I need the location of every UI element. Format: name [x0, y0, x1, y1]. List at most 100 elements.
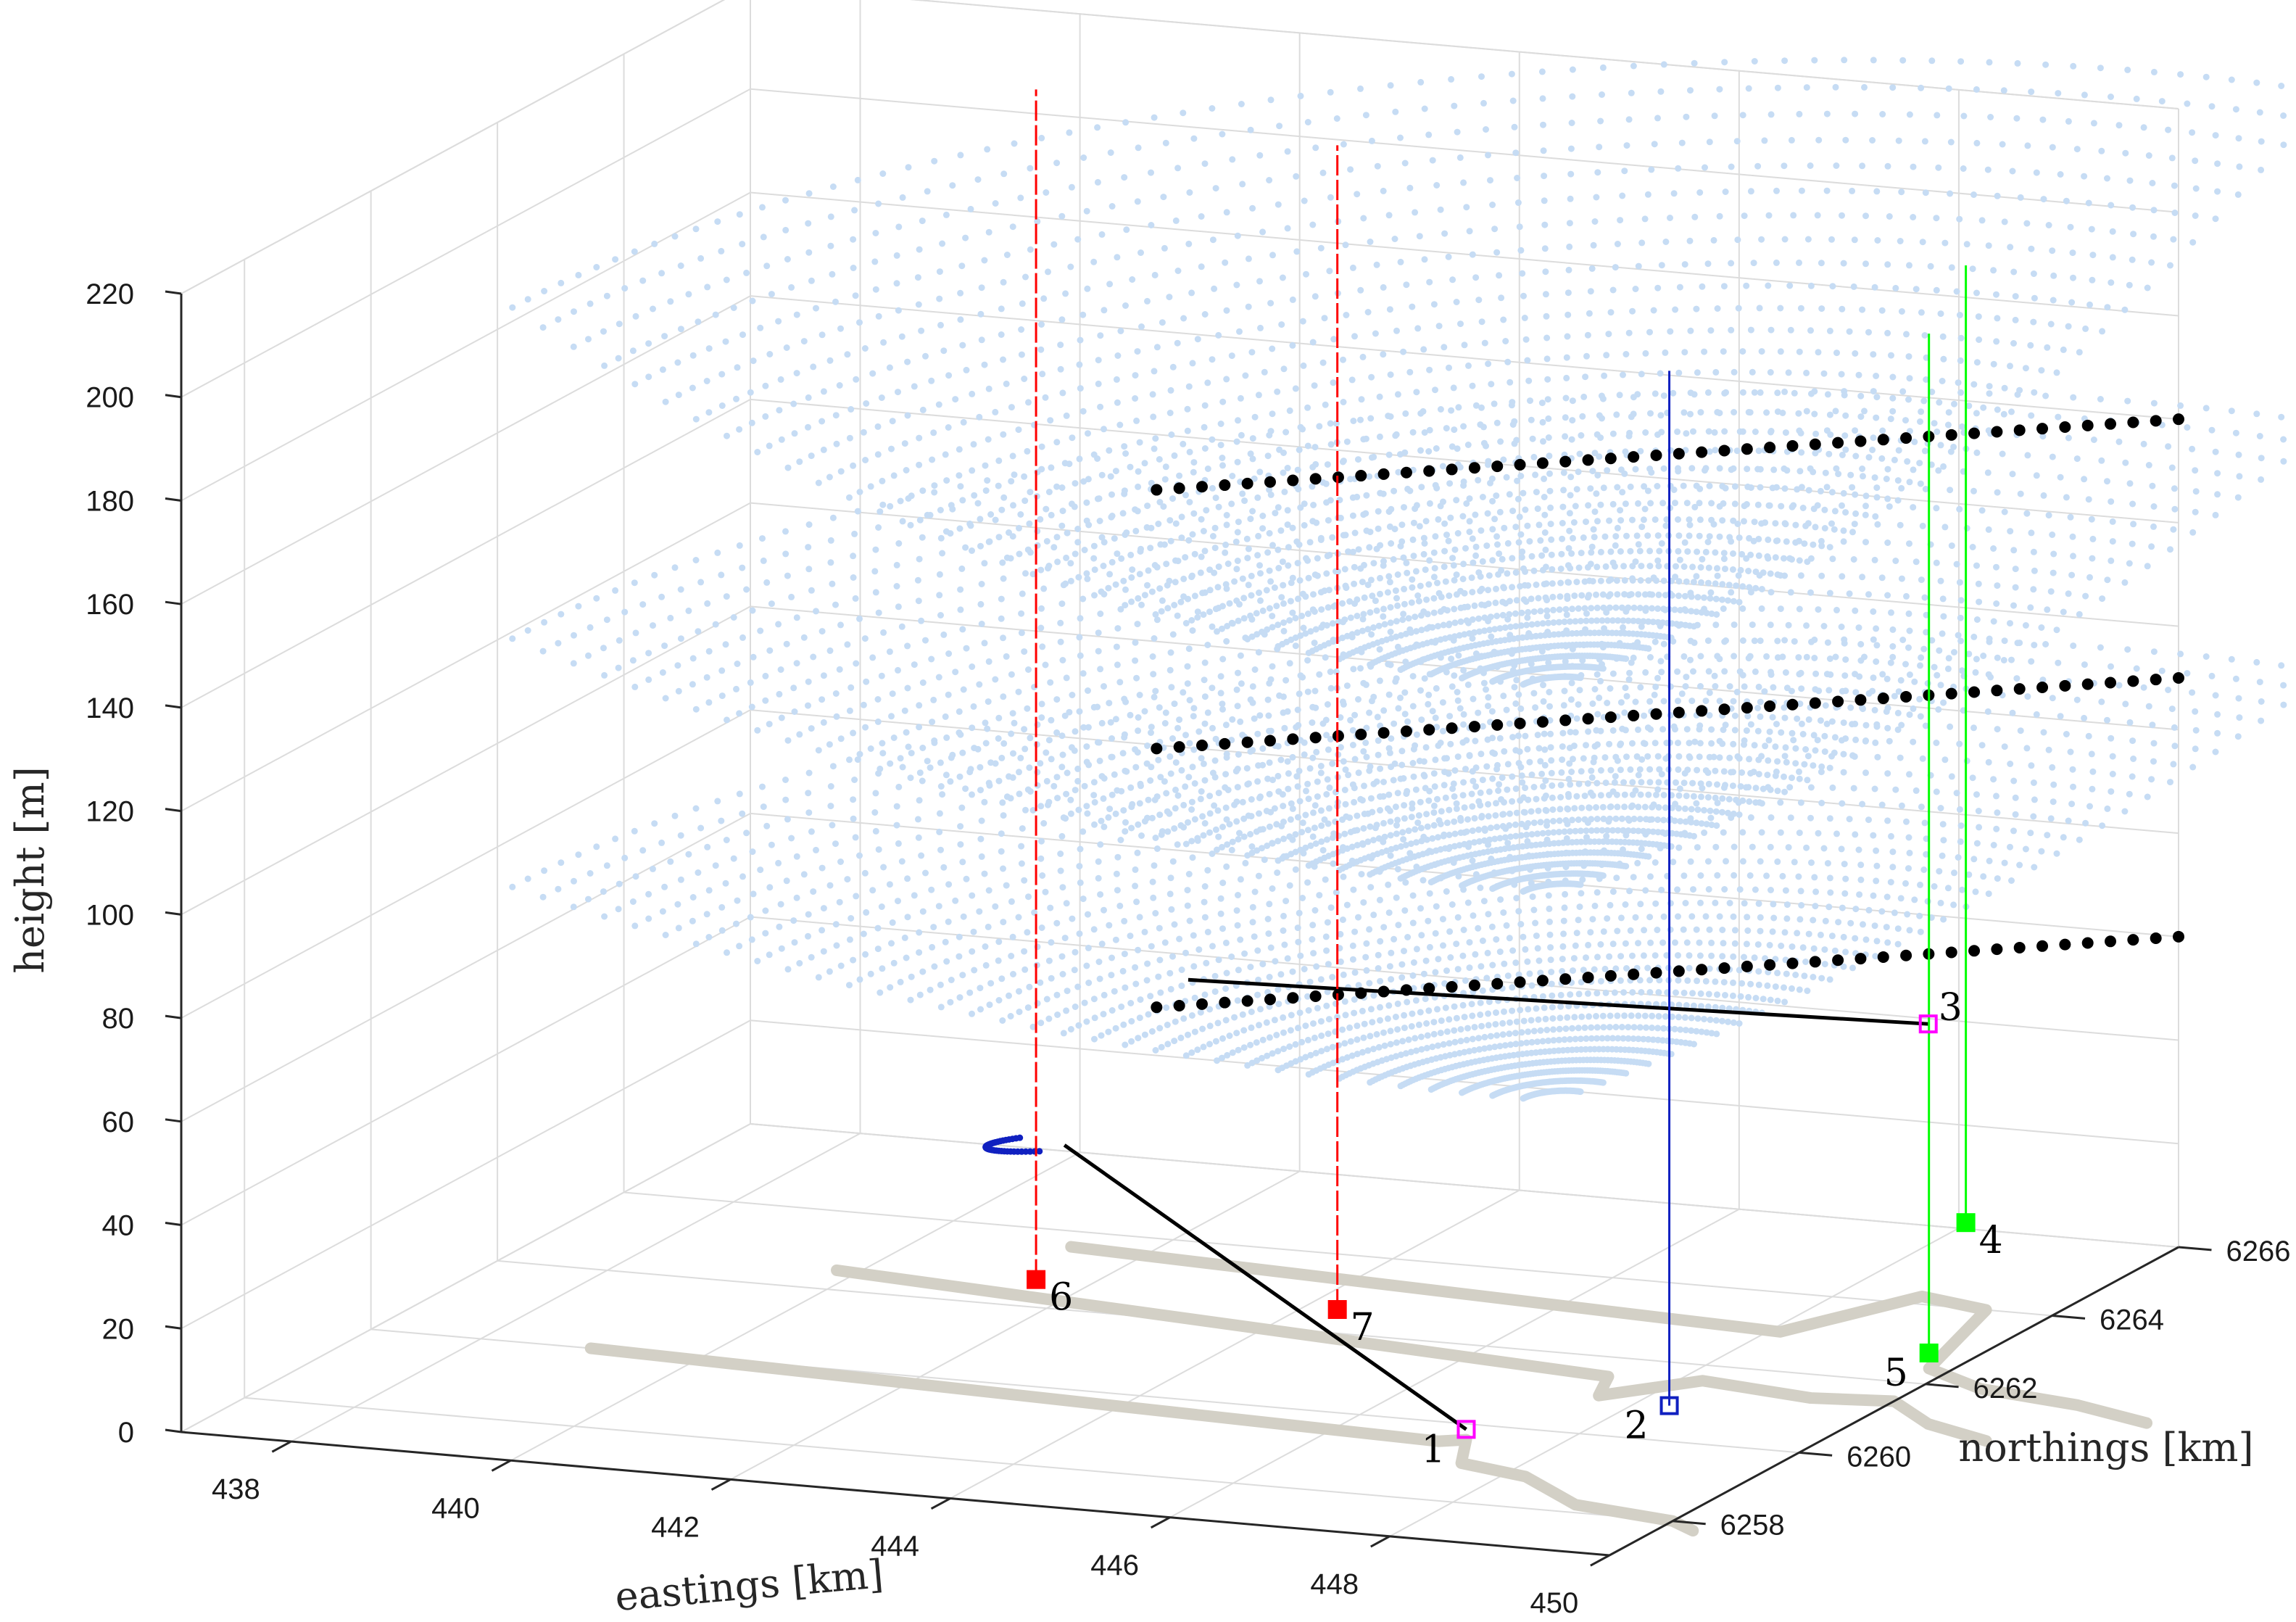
cone-point	[1006, 773, 1012, 780]
cone-point	[1429, 1043, 1436, 1051]
cone-point	[1528, 771, 1535, 778]
cone-point	[1701, 1016, 1707, 1022]
cone-point	[1137, 780, 1144, 787]
cone-point	[1638, 845, 1645, 853]
cone-point	[1386, 749, 1393, 756]
cone-point	[2158, 667, 2166, 674]
cone-point	[1215, 833, 1222, 840]
cone-point	[2115, 682, 2123, 689]
cone-point	[1623, 753, 1630, 761]
cone-point	[1422, 744, 1430, 751]
cone-point	[1683, 939, 1691, 946]
cone-point	[1884, 817, 1891, 824]
cone-point	[1079, 895, 1087, 903]
cone-point	[898, 858, 905, 865]
cone-point	[1399, 1038, 1406, 1045]
cone-point	[1422, 996, 1429, 1003]
cone-point	[1651, 952, 1659, 959]
cone-point	[2089, 252, 2097, 259]
cone-point	[1894, 940, 1902, 948]
cone-point	[1512, 747, 1520, 754]
cone-point	[697, 824, 705, 832]
cone-point	[1674, 668, 1681, 675]
cone-point	[621, 608, 629, 616]
cone-point	[1735, 572, 1742, 579]
cone-point	[1593, 889, 1601, 896]
cone-point	[1061, 935, 1069, 942]
cone-point	[2089, 535, 2097, 542]
cone-point	[1873, 847, 1880, 854]
cone-point	[1451, 1038, 1459, 1046]
cone-point	[1539, 783, 1546, 790]
cone-point	[1317, 769, 1325, 777]
cone-point	[2171, 505, 2179, 513]
cone-point	[1534, 945, 1541, 952]
cone-point	[1978, 507, 1986, 514]
cone-point	[2126, 281, 2133, 289]
cone-point	[1063, 790, 1070, 798]
cone-point	[820, 719, 827, 726]
cone-point	[1081, 782, 1088, 790]
cone-point	[777, 666, 784, 673]
cone-point	[1645, 828, 1652, 835]
cone-point	[1654, 557, 1662, 564]
gridline-z-side	[181, 295, 751, 605]
cone-point	[1627, 766, 1634, 773]
cone-point	[1422, 957, 1430, 964]
cone-point	[1733, 582, 1740, 589]
cone-point	[778, 945, 785, 952]
cone-point	[878, 672, 885, 679]
cone-point	[1466, 1048, 1473, 1055]
cone-point	[1380, 779, 1387, 785]
cone-point	[919, 777, 926, 785]
cone-point	[930, 924, 937, 931]
cone-point	[1289, 609, 1296, 616]
cone-point	[1486, 836, 1493, 843]
cone-point	[927, 764, 934, 771]
cone-point	[1617, 507, 1624, 514]
cone-point	[1822, 702, 1829, 709]
cone-point	[1520, 888, 1527, 895]
cone-point	[978, 817, 985, 824]
cone-point	[1751, 742, 1758, 749]
cone-point	[1200, 760, 1207, 767]
cone-point	[1840, 719, 1847, 727]
cone-point	[1720, 979, 1728, 986]
cone-point	[1999, 450, 2006, 458]
cone-point	[1686, 964, 1693, 972]
cone-point	[1744, 713, 1752, 720]
cone-point	[1704, 858, 1712, 865]
cone-point	[1725, 1018, 1731, 1025]
cone-point	[856, 976, 863, 983]
cone-point	[1222, 804, 1230, 811]
cone-point	[1543, 1027, 1551, 1033]
cone-point	[1303, 787, 1309, 795]
cone-point	[1680, 653, 1688, 660]
cone-point	[1525, 820, 1532, 827]
cone-point	[986, 782, 993, 789]
cone-point	[2192, 212, 2199, 219]
cone-point	[1958, 423, 1965, 430]
cone-point	[1409, 673, 1417, 680]
box-edge	[181, 1123, 751, 1433]
cone-point	[1132, 639, 1139, 646]
cone-point	[1399, 829, 1406, 836]
cone-point	[1818, 542, 1825, 550]
cone-point	[1377, 977, 1384, 985]
cone-point	[1209, 684, 1216, 692]
cone-point	[2104, 304, 2111, 311]
cone-point	[1681, 539, 1688, 546]
cone-point	[1953, 560, 1960, 568]
cone-point	[1394, 1000, 1401, 1007]
cone-point	[2212, 692, 2219, 699]
cone-point	[796, 731, 803, 738]
cone-point	[1398, 761, 1406, 769]
cone-point	[1515, 691, 1522, 698]
cone-point	[1789, 729, 1796, 737]
cone-point	[743, 586, 750, 593]
cone-point	[1708, 726, 1715, 733]
cone-point	[981, 560, 988, 567]
cone-point	[1649, 828, 1657, 835]
cone-point	[1849, 752, 1856, 759]
cone-point	[2236, 473, 2243, 480]
